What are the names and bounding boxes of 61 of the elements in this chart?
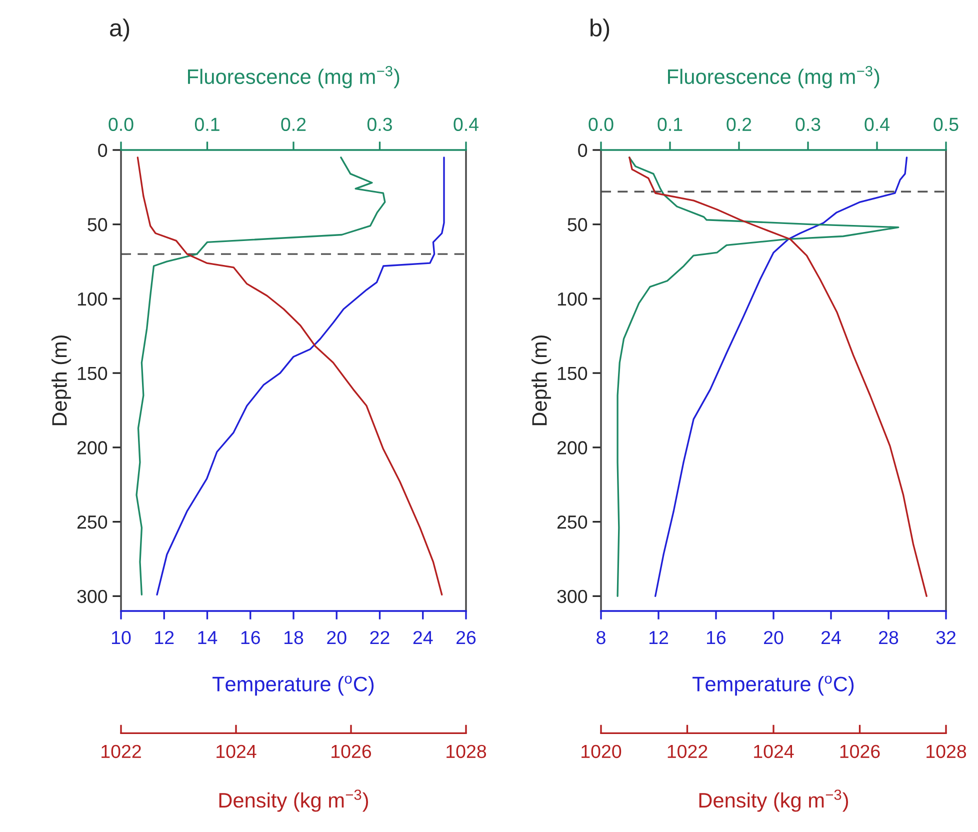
x2-tick-label: 0.5 bbox=[934, 118, 958, 132]
y-tick-label: 250 bbox=[77, 515, 108, 529]
x-tick-label: 1024 bbox=[754, 744, 794, 758]
y-tick-label: 200 bbox=[557, 441, 588, 454]
x-axis-title: Temperature ($^{o}$C) bbox=[212, 676, 374, 696]
x2-tick-label: 0.1 bbox=[658, 118, 682, 132]
line-series bbox=[654, 156, 908, 597]
x-tick-label: 20 bbox=[764, 630, 784, 644]
x-tick-label: 1026 bbox=[332, 744, 372, 758]
x2-tick-label: 0.0 bbox=[588, 118, 614, 132]
x-tick-label: 1026 bbox=[840, 744, 880, 758]
x-tick-label: 26 bbox=[456, 630, 476, 644]
y-tick-label: 100 bbox=[78, 292, 108, 306]
x-axis-title: Density (kg m$^{−3}$) bbox=[219, 790, 368, 812]
y-tick-label: 0 bbox=[578, 144, 588, 157]
x-tick-label: 14 bbox=[198, 631, 218, 644]
x2-axis-title: Fluorescence (mg m$^{−3}$) bbox=[188, 66, 400, 88]
x2-axis-title: Fluorescence (mg m$^{−3}$) bbox=[668, 66, 880, 88]
x2-tick-label: 0.4 bbox=[864, 118, 890, 132]
x-tick-label: 28 bbox=[879, 630, 898, 644]
y-tick-label: 200 bbox=[77, 441, 108, 454]
y-axis-title: Depth (m) bbox=[532, 335, 551, 426]
x-axis-title: Temperature ($^{o}$C) bbox=[692, 676, 854, 696]
x2-tick-label: 0.1 bbox=[194, 118, 220, 132]
y-tick-label: 50 bbox=[568, 218, 588, 232]
y-tick-label: 150 bbox=[78, 366, 108, 380]
y-tick-label: 300 bbox=[557, 590, 588, 604]
x2-tick-label: 0.4 bbox=[454, 118, 478, 132]
x2-tick-label: 0.3 bbox=[796, 118, 820, 132]
chart-title: a) bbox=[110, 18, 130, 42]
x-tick-label: 1024 bbox=[216, 744, 256, 758]
x-tick-label: 1028 bbox=[926, 744, 966, 758]
x-tick-label: 16 bbox=[707, 630, 726, 644]
x-tick-label: 1028 bbox=[446, 744, 486, 758]
x-tick-label: 1022 bbox=[102, 744, 141, 758]
x2-tick-label: 0.2 bbox=[281, 118, 306, 132]
x-tick-label: 1020 bbox=[582, 744, 622, 758]
y-tick-label: 150 bbox=[558, 366, 588, 380]
y-tick-label: 0 bbox=[98, 144, 108, 157]
y-axis-title: Depth (m) bbox=[52, 335, 71, 426]
x-tick-label: 18 bbox=[284, 630, 304, 644]
y-tick-label: 50 bbox=[88, 218, 108, 232]
chart-title: b) bbox=[590, 18, 610, 42]
y-tick-label: 300 bbox=[77, 590, 108, 604]
x-tick-label: 32 bbox=[936, 630, 956, 644]
x-tick-label: 16 bbox=[241, 630, 260, 644]
x-tick-label: 24 bbox=[822, 630, 841, 644]
x-tick-label: 12 bbox=[155, 630, 174, 644]
x-axis-title: Density (kg m$^{−3}$) bbox=[699, 790, 848, 812]
x-tick-label: 8 bbox=[596, 630, 606, 644]
x2-tick-label: 0.0 bbox=[108, 118, 134, 132]
x-tick-label: 1022 bbox=[668, 744, 708, 758]
x-tick-label: 20 bbox=[327, 630, 346, 644]
x2-tick-label: 0.2 bbox=[726, 118, 752, 132]
x-tick-label: 24 bbox=[413, 630, 433, 644]
y-tick-label: 250 bbox=[557, 515, 588, 529]
x-tick-label: 22 bbox=[370, 630, 390, 644]
x-tick-label: 10 bbox=[112, 630, 131, 644]
y-tick-label: 100 bbox=[558, 292, 588, 306]
x-tick-label: 12 bbox=[650, 630, 668, 644]
x2-tick-label: 0.3 bbox=[367, 118, 392, 132]
